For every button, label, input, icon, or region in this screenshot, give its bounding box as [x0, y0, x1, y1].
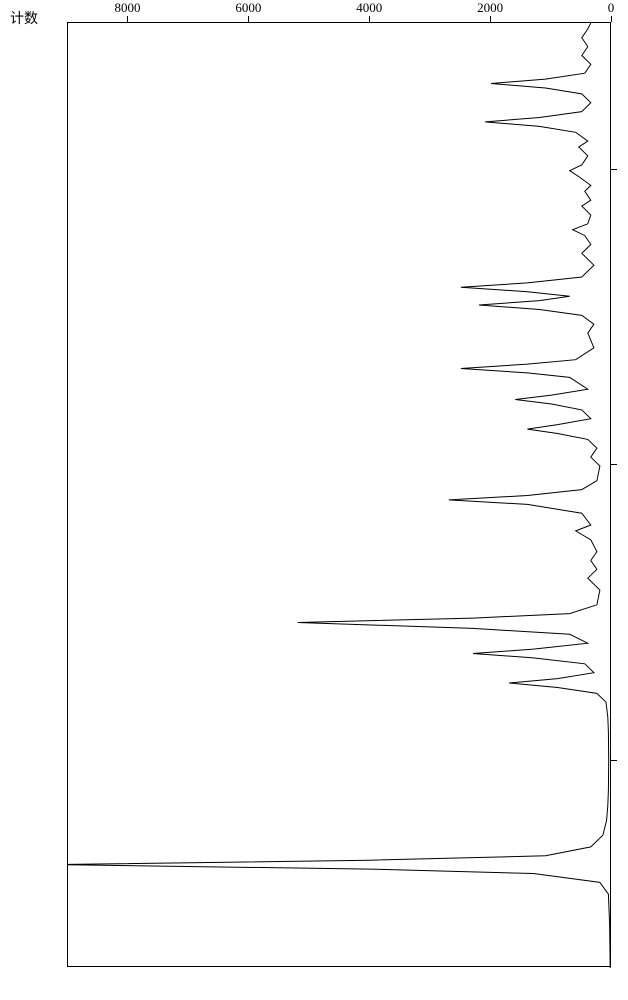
plot-area	[67, 22, 611, 967]
y-axis-title: 计数	[10, 8, 38, 28]
xrd-pattern-line	[68, 23, 612, 968]
y-tick-label: 6000	[223, 0, 273, 16]
y-tick-label: 2000	[465, 0, 515, 16]
y-tick-label: 4000	[344, 0, 394, 16]
y-tick-label: 8000	[102, 0, 152, 16]
y-tick-label: 0	[586, 0, 628, 16]
xrd-chart: 计数 02000400060008000 102030 位置[°2θ] (铜(C…	[0, 0, 628, 1000]
